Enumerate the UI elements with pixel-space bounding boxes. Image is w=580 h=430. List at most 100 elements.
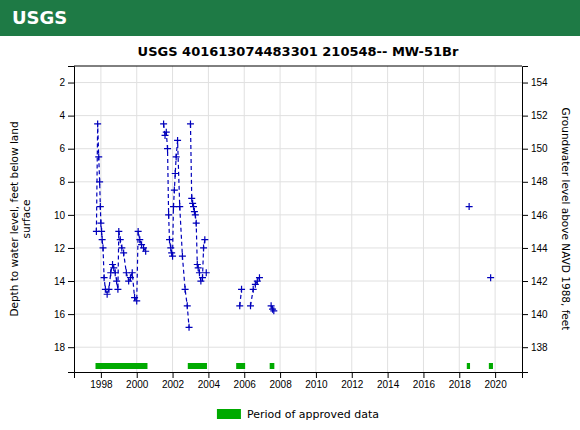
data-point	[186, 324, 193, 331]
data-point	[101, 274, 108, 281]
data-point	[97, 220, 104, 227]
x-axis-tick: 2018	[449, 372, 472, 390]
data-point	[487, 274, 494, 281]
x-axis-tick-label: 2006	[234, 379, 257, 390]
data-point	[200, 244, 207, 251]
x-axis-tick: 2014	[377, 372, 400, 390]
data-point	[105, 286, 112, 293]
y-axis-tick-label: 10	[54, 210, 66, 221]
header-text: USGS	[12, 7, 67, 28]
data-point	[182, 286, 189, 293]
grid-line-y	[74, 347, 522, 348]
y-axis-tick-mark	[68, 314, 74, 315]
y-axis-tick-mark	[68, 83, 74, 84]
data-point	[133, 297, 140, 304]
data-point	[197, 278, 204, 285]
grid-line-y	[74, 115, 522, 116]
grid	[74, 66, 522, 372]
y2-axis-tick-label: 154	[531, 77, 548, 88]
data-point	[165, 211, 172, 218]
grid-line-x	[136, 66, 137, 372]
x-axis-tick-label: 2020	[484, 379, 507, 390]
plot-frame-top	[74, 66, 522, 67]
y2-axis-tick: 150	[522, 143, 548, 154]
approved-period-bar	[489, 363, 493, 369]
data-point	[190, 203, 197, 210]
data-point	[203, 269, 210, 276]
y-axis-tick: 4	[59, 110, 74, 121]
y2-axis-tick-label: 142	[531, 276, 548, 287]
data-point	[173, 153, 180, 160]
data-point	[184, 302, 191, 309]
y-axis-tick-mark	[68, 182, 74, 183]
y2-axis-tick: 152	[522, 110, 548, 121]
x-axis-tick-mark	[173, 372, 174, 378]
data-point	[97, 203, 104, 210]
data-point	[127, 274, 134, 281]
y-axis-tick: 16	[54, 309, 74, 320]
y2-axis-tick-mark	[522, 248, 528, 249]
x-axis-tick-mark	[244, 372, 245, 378]
y2-axis-tick-mark	[522, 314, 528, 315]
plot-area: 1998200020022004200620082010201220142016…	[54, 66, 548, 390]
y-axis-tick: 12	[54, 243, 74, 254]
data-point	[96, 178, 103, 185]
data-point	[188, 195, 195, 202]
title: USGS 401613074483301 210548-- MW-51Br	[138, 44, 459, 59]
grid-line-y	[74, 82, 522, 83]
data-point	[98, 228, 105, 235]
y2-axis-tick-mark	[522, 83, 528, 84]
y2-axis-tick: 138	[522, 342, 548, 353]
y2-axis-tick-mark	[522, 182, 528, 183]
y2-axis-tick-label: 148	[531, 176, 548, 187]
data-point	[199, 274, 206, 281]
x-axis-tick-mark	[137, 372, 138, 378]
x-axis-tick-label: 2002	[162, 379, 185, 390]
data-point	[194, 261, 201, 268]
approved-period-bar	[270, 363, 275, 369]
y-axis-tick-label: 8	[59, 176, 65, 187]
x-axis-tick-label: 2000	[126, 379, 149, 390]
grid-line-x	[351, 66, 352, 372]
x-axis-tick: 2002	[162, 372, 185, 390]
grid-line-x	[459, 66, 460, 372]
y-axis-tick-mark	[68, 281, 74, 282]
y-axis-tick: 18	[54, 342, 74, 353]
x-axis-tick: 2006	[234, 372, 257, 390]
y2-axis-tick: 146	[522, 210, 548, 221]
data-point	[120, 249, 127, 256]
grid-line-x	[100, 66, 101, 372]
approved-period-bar	[236, 363, 245, 369]
grid-line-x	[244, 66, 245, 372]
data-point	[168, 249, 175, 256]
y2-axis-tick: 140	[522, 309, 548, 320]
y2-axis-title: Groundwater level above NAVD 1988, feet	[560, 108, 572, 331]
y2-axis-tick-label: 146	[531, 210, 548, 221]
grid-line-x	[315, 66, 316, 372]
data-point	[170, 203, 177, 210]
y2-axis-tick-label: 140	[531, 309, 548, 320]
y2-axis-tick-mark	[522, 281, 528, 282]
grid-line-y	[74, 181, 522, 182]
data-point	[109, 261, 116, 268]
data-point	[104, 291, 111, 298]
data-point	[135, 228, 142, 235]
grid-line-x	[387, 66, 388, 372]
y2-axis-tick: 148	[522, 176, 548, 187]
y-axis-tick-mark	[68, 116, 74, 117]
approved-period-bar	[188, 363, 207, 369]
y-axis-tick-label: 14	[54, 276, 66, 287]
y-axis-tick-label: 6	[59, 143, 65, 154]
y-axis-tick-mark	[68, 149, 74, 150]
grid-line-x	[495, 66, 496, 372]
data-point	[164, 145, 171, 152]
y-axis-tick: 2	[59, 77, 74, 88]
chart: USGS USGS 401613074483301 210548-- MW-51B…	[0, 0, 580, 430]
data-point	[142, 248, 149, 255]
data-point	[110, 264, 117, 271]
legend: Period of approved data	[217, 408, 379, 421]
data-point	[176, 203, 183, 210]
series-line	[96, 124, 490, 327]
data-point	[117, 236, 124, 243]
y2-axis-tick-label: 144	[531, 243, 548, 254]
